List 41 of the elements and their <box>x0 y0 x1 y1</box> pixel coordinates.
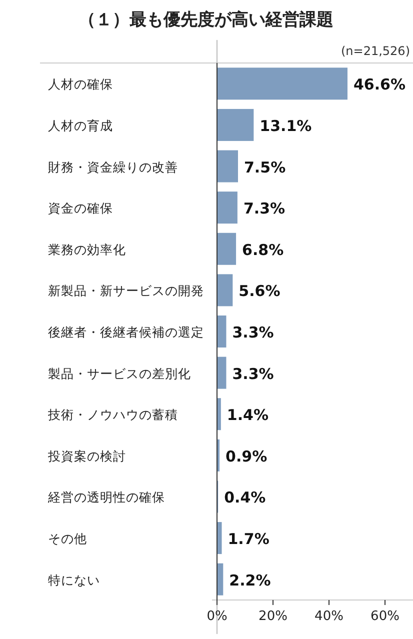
bar <box>217 192 238 224</box>
y-tick-label: 後継者・後継者候補の選定 <box>48 324 204 340</box>
data-label: 3.3% <box>232 364 274 383</box>
data-label: 5.6% <box>238 282 280 300</box>
x-tick-label: 20% <box>258 609 288 624</box>
y-tick-label: 資金の確保 <box>48 200 113 216</box>
y-tick-label: 業務の効率化 <box>48 242 126 257</box>
data-label: 2.2% <box>229 571 271 590</box>
chart-title: （１）最も優先度が高い経営課題 <box>78 10 334 30</box>
bar <box>217 68 348 100</box>
y-tick-label: 財務・資金繰りの改善 <box>48 159 178 174</box>
data-label: 3.3% <box>232 324 274 342</box>
bar <box>217 108 254 141</box>
bar <box>217 232 236 265</box>
y-tick-label: 投資案の検討 <box>47 448 126 464</box>
bar <box>217 522 222 554</box>
data-label: 13.1% <box>260 116 312 135</box>
data-label: 46.6% <box>353 76 406 94</box>
data-label: 1.4% <box>226 406 269 424</box>
y-tick-label: 経営の透明性の確保 <box>47 490 165 505</box>
data-label: 0.4% <box>224 488 266 507</box>
data-label: 1.7% <box>228 530 270 548</box>
y-tick-label: その他 <box>48 531 87 546</box>
data-label: 7.5% <box>244 158 286 176</box>
bar <box>217 356 226 389</box>
annotation: (n=21,526) <box>340 44 410 58</box>
y-tick-label: 製品・サービスの差別化 <box>48 366 191 381</box>
y-tick-label: 人材の確保 <box>48 76 113 92</box>
y-tick-label: 特にない <box>48 572 100 588</box>
bar <box>217 274 233 306</box>
data-label: 0.9% <box>226 447 268 466</box>
y-tick-label: 技術・ノウハウの蓄積 <box>47 407 178 422</box>
x-tick-label: 40% <box>314 609 344 624</box>
data-label: 6.8% <box>242 240 284 259</box>
bar <box>217 316 226 348</box>
data-label: 7.3% <box>243 200 286 218</box>
y-tick-label: 人材の育成 <box>48 118 113 133</box>
y-tick-label: 新製品・新サービスの開発 <box>48 283 204 298</box>
bar <box>217 150 238 182</box>
x-tick-label: 0% <box>206 609 228 624</box>
x-tick-label: 60% <box>370 609 400 624</box>
